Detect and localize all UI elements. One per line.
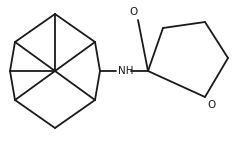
Text: O: O	[207, 100, 215, 110]
Text: NH: NH	[118, 66, 133, 76]
Text: O: O	[130, 7, 138, 17]
